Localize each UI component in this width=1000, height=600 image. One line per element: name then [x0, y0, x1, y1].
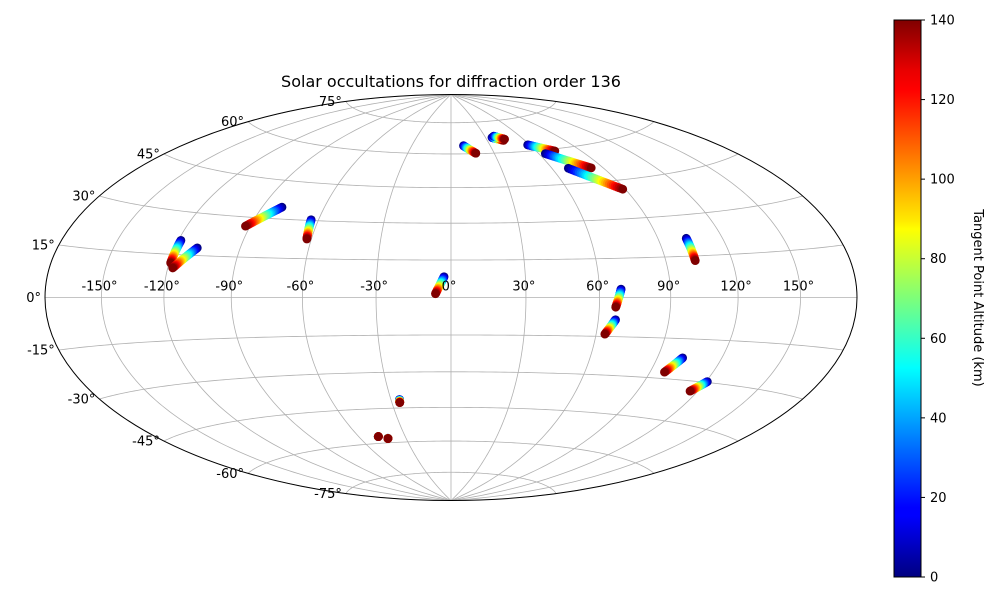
latitude-tick-label: -45° [132, 435, 160, 450]
occultation-track [540, 149, 596, 173]
parallel-line [345, 101, 557, 124]
colorbar: 0 20 40 60 80 100 120 140 Tangent Point Altitud… [893, 14, 985, 586]
longitude-tick-label: 60° [586, 280, 609, 295]
longitude-tick-label: 30° [512, 280, 535, 295]
occultation-track [166, 236, 186, 268]
latitude-tick-label: 30° [72, 190, 95, 205]
colorbar-tick-label: 120 [930, 93, 955, 108]
parallel-line [163, 153, 739, 189]
latitude-tick-label: -75° [314, 487, 342, 502]
data-point [168, 263, 178, 273]
longitude-tick-label: 90° [657, 280, 680, 295]
occultation-track [373, 432, 383, 441]
occultation-track [241, 202, 287, 231]
colorbar-label: Tangent Point Altitude (km) [970, 208, 985, 386]
data-point [586, 163, 596, 173]
latitude-tick-label: 15° [32, 239, 55, 254]
colorbar-tick-label: 60 [930, 332, 947, 347]
latitude-tick-label: 75° [319, 95, 342, 110]
occultation-track [563, 163, 628, 194]
occultation-track [168, 243, 202, 273]
data-point [611, 302, 621, 312]
parallel-line [345, 471, 557, 494]
data-point [431, 289, 440, 299]
parallel-line [247, 440, 655, 474]
longitude-tick-label: -30° [360, 280, 388, 295]
data-point [241, 221, 250, 231]
data-point [500, 134, 509, 144]
latitude-tick-label: 60° [221, 115, 244, 130]
longitude-tick-labels: -150° -120° -90° -60° -30° 0° 30° 60° 90° 120° 150… [81, 280, 814, 295]
colorbar-tick-label: 140 [930, 14, 955, 29]
data-point [690, 256, 700, 266]
latitude-tick-label: -15° [27, 344, 55, 359]
parallel-line [247, 121, 655, 155]
colorbar-ticks: 0 20 40 60 80 100 120 140 [921, 14, 955, 586]
occultation-track [611, 284, 626, 312]
latitude-tick-labels: -75° -60° -45° -30° -15° 0° 15° 30° 45° 60° 75° [26, 95, 342, 502]
latitude-tick-label: -30° [68, 393, 96, 408]
colorbar-tick-label: 20 [930, 491, 947, 506]
occultation-track [660, 353, 688, 377]
parallel-line [58, 334, 844, 351]
latitude-tick-label: 0° [26, 291, 41, 306]
data-point [600, 329, 610, 339]
graticule [45, 94, 857, 501]
colorbar-tick-label: 80 [930, 252, 947, 267]
colorbar-tick-label: 100 [930, 173, 955, 188]
longitude-tick-label: -120° [144, 280, 180, 295]
latitude-tick-label: 45° [137, 148, 160, 163]
data-point [618, 184, 628, 194]
data-point [471, 148, 481, 158]
data-point [685, 386, 695, 396]
occultation-track [685, 377, 712, 396]
occultation-track [681, 233, 700, 266]
longitude-tick-label: -60° [287, 280, 315, 295]
latitude-tick-label: -60° [216, 467, 244, 482]
parallel-line [99, 195, 803, 224]
occultation-track [459, 141, 481, 158]
occultation-track [600, 315, 620, 339]
occultation-track [383, 433, 393, 443]
occultation-track [489, 131, 509, 144]
chart-title: Solar occultations for diffraction order… [281, 72, 621, 91]
parallel-line [163, 406, 739, 442]
occultation-track [302, 215, 316, 244]
colorbar-gradient [893, 19, 922, 578]
occultation-track [395, 395, 405, 407]
data-point [383, 434, 393, 443]
colorbar-tick-label: 0 [930, 571, 938, 586]
data-point [374, 432, 383, 441]
occultation-track [431, 272, 449, 299]
longitude-tick-label: 120° [720, 280, 751, 295]
occultation-tracks [166, 131, 712, 443]
longitude-tick-label: -90° [215, 280, 243, 295]
longitude-tick-label: 0° [442, 280, 457, 295]
data-point [302, 234, 312, 244]
data-point [395, 398, 405, 407]
longitude-tick-label: -150° [81, 280, 117, 295]
data-point [660, 367, 669, 377]
longitude-tick-label: 150° [783, 280, 814, 295]
colorbar-tick-label: 40 [930, 411, 947, 426]
map-boundary [44, 94, 858, 501]
